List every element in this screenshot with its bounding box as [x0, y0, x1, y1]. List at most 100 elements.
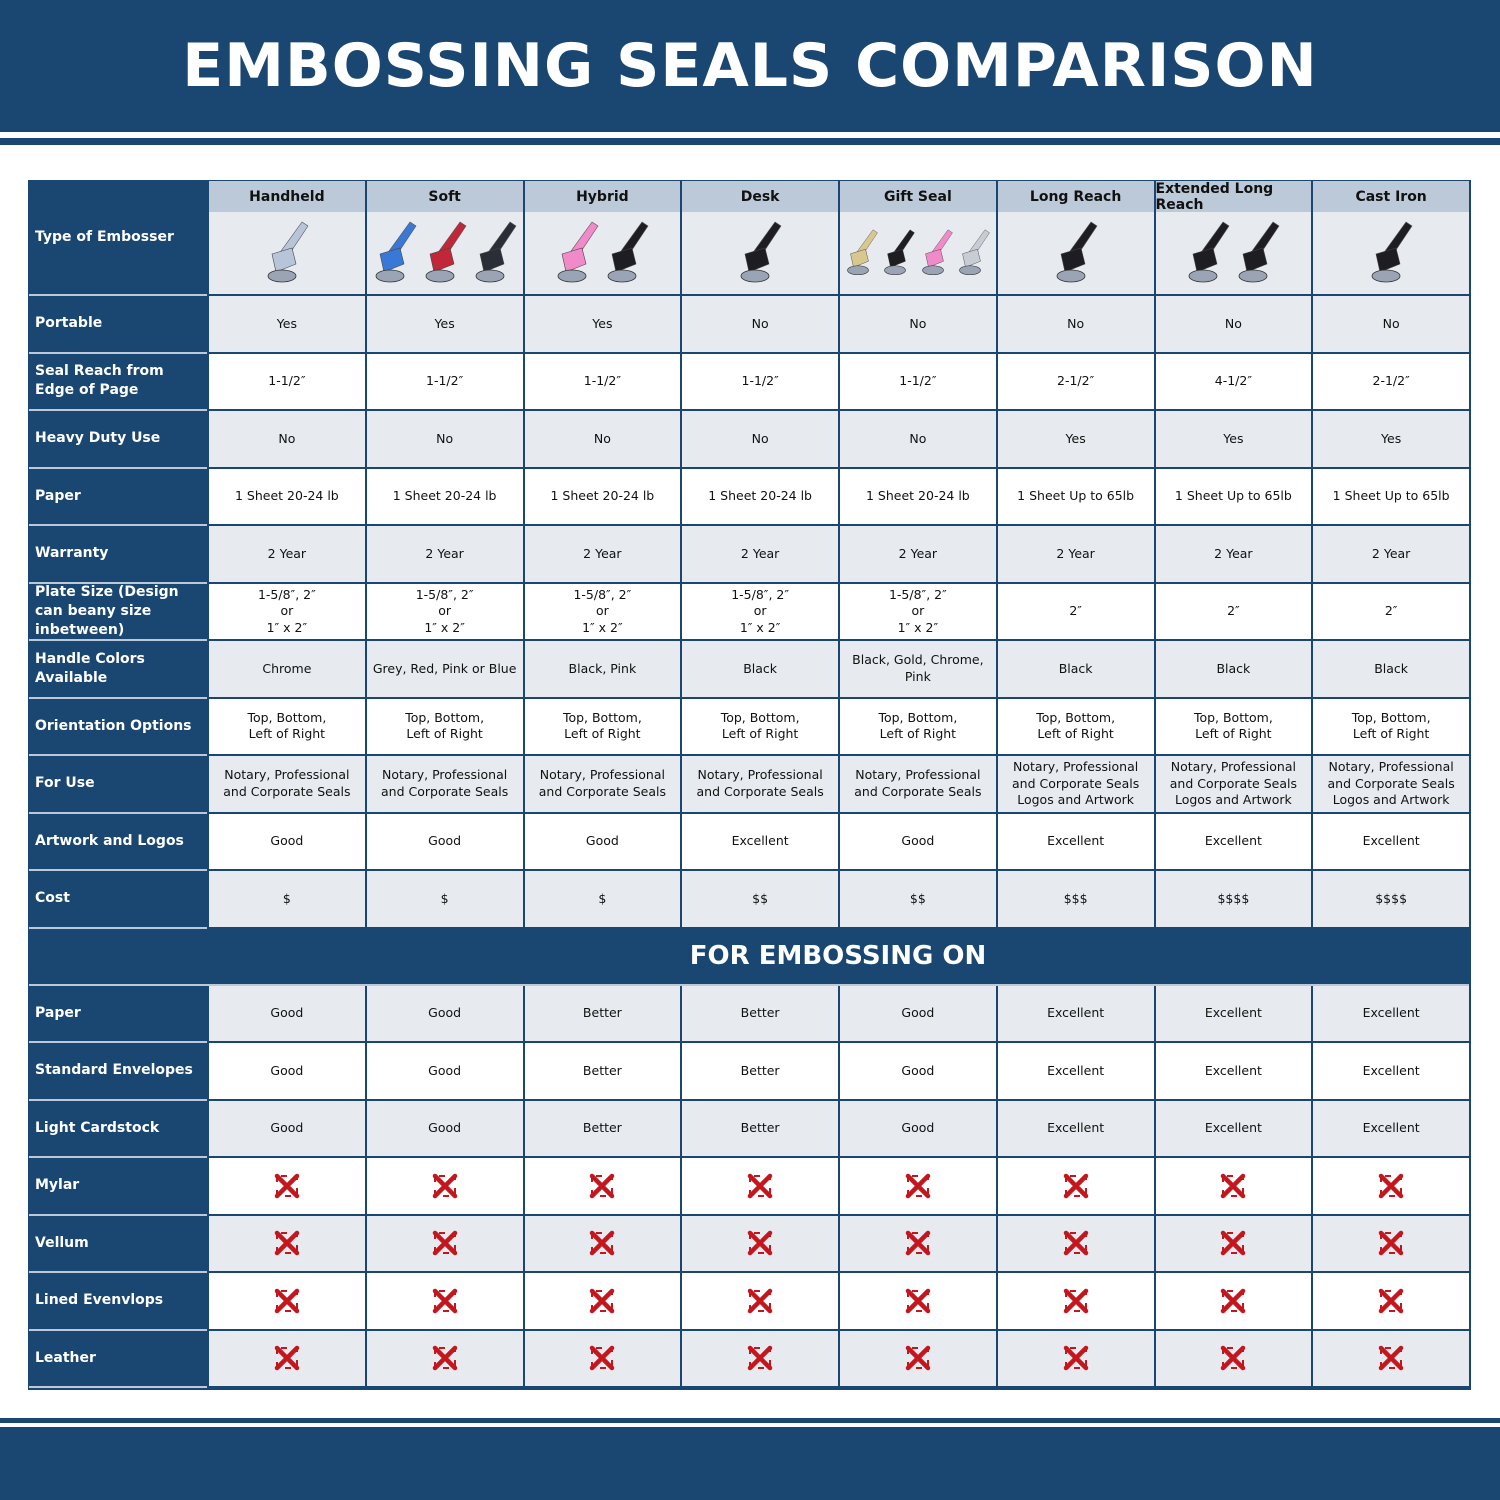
table-cell	[207, 1273, 365, 1331]
table-cell: 2 Year	[1153, 526, 1312, 584]
table-cell	[207, 1330, 365, 1388]
table-cell: Excellent	[1311, 1043, 1469, 1101]
table-cell: Excellent	[1311, 1100, 1469, 1158]
table-cell: Notary, Professional and Corporate Seals	[680, 756, 838, 814]
table-cell: $	[207, 871, 365, 929]
table-cell: Yes	[995, 411, 1154, 469]
table-cell: $$	[680, 871, 838, 929]
table-cell: Good	[364, 1100, 523, 1158]
table-cell: Yes	[1311, 411, 1469, 469]
x-mark-icon	[747, 1288, 773, 1313]
table-cell: 2 Year	[522, 526, 681, 584]
column-name: Handheld	[209, 181, 365, 212]
x-mark-icon	[590, 1231, 615, 1256]
table-cell: Good	[207, 813, 365, 871]
table-cell: Black	[1153, 641, 1312, 699]
table-cell: Excellent	[995, 1100, 1154, 1158]
table-cell: Better	[522, 1043, 681, 1101]
x-mark-icon	[1221, 1173, 1246, 1198]
embosser-image	[740, 221, 782, 283]
table-cell	[1153, 1158, 1312, 1216]
table-cell: Excellent	[1153, 813, 1312, 871]
table-cell: Top, Bottom, Left of Right	[995, 698, 1154, 756]
table-cell: 2 Year	[838, 526, 996, 584]
table-cell: Better	[680, 1043, 838, 1101]
table-cell	[522, 1330, 681, 1388]
divider-top	[0, 138, 1500, 145]
table-cell	[838, 1158, 996, 1216]
table-cell: Excellent	[995, 813, 1154, 871]
embosser-image	[1188, 221, 1230, 283]
table-cell	[680, 1273, 838, 1331]
table-cell: 1 Sheet 20-24 lb	[207, 468, 365, 526]
table-cell: 1-1/2″	[680, 353, 838, 411]
table-cell: Good	[364, 1043, 523, 1101]
column-header: Desk	[680, 181, 838, 296]
table-cell	[995, 1330, 1154, 1388]
table-cell	[364, 1215, 523, 1273]
x-mark-icon	[1378, 1346, 1404, 1371]
table-cell	[1311, 1215, 1469, 1273]
table-cell: Notary, Professional and Corporate Seals	[522, 756, 681, 814]
table-cell: 1-5/8″, 2″ or 1″ x 2″	[680, 583, 838, 641]
embosser-image	[607, 221, 649, 283]
embosser-image-group	[525, 212, 681, 294]
table-cell	[364, 1158, 523, 1216]
table-cell: 2 Year	[680, 526, 838, 584]
table-cell: Excellent	[1153, 985, 1312, 1043]
x-mark-icon	[1063, 1173, 1088, 1198]
table-cell: 1 Sheet 20-24 lb	[680, 468, 838, 526]
table-cell	[1311, 1273, 1469, 1331]
table-cell: Notary, Professional and Corporate Seals…	[1153, 756, 1312, 814]
column-header: Gift Seal	[838, 181, 996, 296]
table-cell: Notary, Professional and Corporate Seals	[207, 756, 365, 814]
x-mark-icon	[274, 1231, 300, 1256]
table-cell: Good	[838, 1043, 996, 1101]
embosser-image	[1371, 221, 1413, 283]
row-label: Warranty	[29, 526, 207, 584]
table-cell: Excellent	[995, 985, 1154, 1043]
title-banner: EMBOSSING SEALS COMPARISON	[0, 0, 1500, 132]
divider-bottom	[0, 1418, 1500, 1423]
table-cell: 2″	[995, 583, 1154, 641]
table-cell	[838, 1215, 996, 1273]
x-mark-icon	[747, 1346, 773, 1371]
column-name: Cast Iron	[1313, 181, 1469, 212]
table-cell: 2″	[1311, 583, 1469, 641]
x-mark-icon	[274, 1346, 300, 1371]
table-cell: Good	[364, 985, 523, 1043]
table-cell: 1-5/8″, 2″ or 1″ x 2″	[522, 583, 681, 641]
table-cell	[364, 1330, 523, 1388]
column-name: Long Reach	[997, 181, 1154, 212]
column-header: Cast Iron	[1311, 181, 1469, 296]
row-label: Handle Colors Available	[29, 641, 207, 699]
table-cell: Good	[207, 1043, 365, 1101]
table-cell: Notary, Professional and Corporate Seals	[364, 756, 523, 814]
table-cell: Black, Pink	[522, 641, 681, 699]
table-cell: Excellent	[680, 813, 838, 871]
table-cell: Better	[680, 1100, 838, 1158]
table-cell: No	[995, 296, 1154, 354]
table-cell: Chrome	[207, 641, 365, 699]
table-cell: Better	[522, 985, 681, 1043]
embosser-image	[475, 221, 517, 283]
table-cell: $$$	[995, 871, 1154, 929]
x-mark-icon	[432, 1346, 457, 1371]
table-cell: No	[680, 296, 838, 354]
x-mark-icon	[905, 1346, 931, 1371]
table-cell	[1153, 1330, 1312, 1388]
section-header: FOR EMBOSSING ON	[29, 928, 1469, 986]
table-cell: Yes	[522, 296, 681, 354]
table-cell: Good	[364, 813, 523, 871]
embosser-image	[425, 221, 467, 283]
table-cell: Black	[680, 641, 838, 699]
table-cell: Top, Bottom, Left of Right	[680, 698, 838, 756]
x-mark-icon	[905, 1231, 931, 1256]
table-cell: Top, Bottom, Left of Right	[207, 698, 365, 756]
table-cell: Top, Bottom, Left of Right	[1311, 698, 1469, 756]
table-cell: $	[364, 871, 523, 929]
x-mark-icon	[1378, 1231, 1404, 1256]
table-cell	[522, 1273, 681, 1331]
row-label: Vellum	[29, 1215, 207, 1273]
table-cell	[995, 1158, 1154, 1216]
